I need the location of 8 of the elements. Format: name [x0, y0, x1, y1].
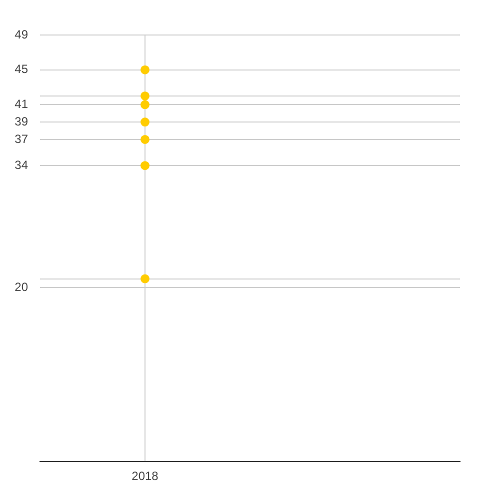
y-tick-label: 45	[14, 62, 28, 76]
y-tick-label: 34	[14, 158, 28, 172]
x-tick-label: 2018	[132, 469, 159, 484]
y-tick-label: 37	[14, 132, 28, 146]
y-tick-label: 49	[14, 27, 28, 42]
y-tick-label: 39	[14, 114, 28, 128]
y-tick-label: 20	[14, 280, 28, 294]
y-tick-label: 41	[14, 96, 28, 111]
